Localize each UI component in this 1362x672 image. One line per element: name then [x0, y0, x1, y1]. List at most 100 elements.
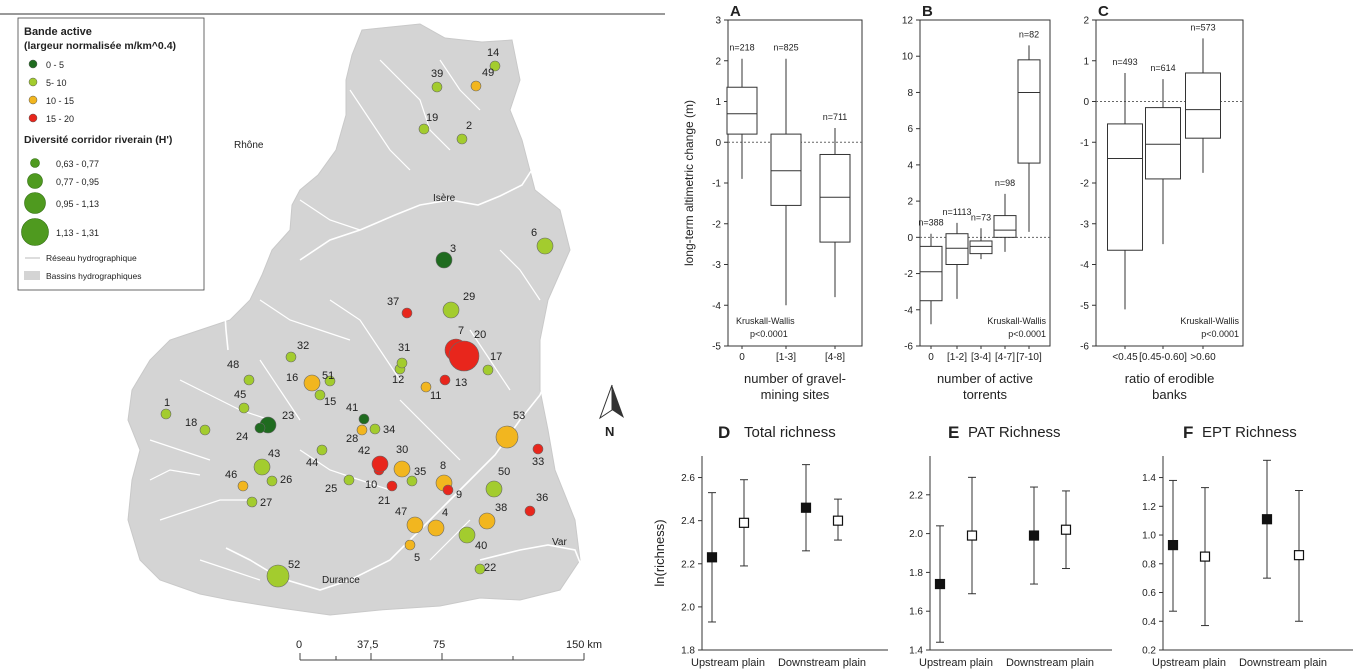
site-label: 32 [297, 340, 309, 352]
box-panel-A: A -5 -4 -3 -2 -1 0 1 2 3 n=218 0 n=825 [1-3] n=711 [4-8… [682, 3, 863, 402]
y-tick-label: -3 [712, 260, 721, 271]
site-label: 27 [260, 497, 272, 509]
y-tick-label: 1.8 [909, 568, 923, 579]
site-marker [371, 455, 389, 473]
site-label: 10 [365, 479, 377, 491]
site-label: 47 [395, 506, 407, 518]
site-label: 36 [536, 492, 548, 504]
y-tick-label: 1.6 [909, 607, 923, 618]
river-label-rhone: Rhône [234, 140, 264, 151]
x-category-label: Upstream plain [1152, 657, 1226, 669]
legend-size-items: 0,63 - 0,77 0,77 - 0,95 0,95 - 1,13 1,13 - … [21, 158, 99, 246]
y-tick-label: 0.4 [1142, 617, 1156, 628]
site-marker [431, 81, 443, 93]
mean-marker-filled [1261, 514, 1273, 525]
site-marker [401, 307, 413, 319]
site-label: 50 [498, 466, 510, 478]
site-label: 31 [398, 342, 410, 354]
interval-panel-E: E PAT Richness 1.4 1.6 1.8 2.0 2.2 Upstream pla… [909, 423, 1112, 669]
n-label: n=573 [1190, 22, 1215, 32]
site-marker [536, 237, 554, 255]
site-label: 4 [442, 507, 448, 519]
x-category-label: [4-8] [825, 352, 845, 363]
x-category-label: Upstream plain [919, 657, 993, 669]
site-label: 40 [475, 540, 487, 552]
site-label: 45 [234, 389, 246, 401]
y-tick-label: 1 [715, 97, 721, 108]
n-label: n=73 [971, 212, 991, 222]
legend-size-circle [30, 158, 40, 168]
y-tick-label: 1.8 [681, 646, 695, 657]
n-label: n=614 [1150, 63, 1175, 73]
site-label: 52 [288, 559, 300, 571]
river-branch [349, 89, 411, 171]
site-marker [456, 133, 468, 145]
legend-title-1: Bande active [24, 26, 92, 38]
site-marker [485, 480, 503, 498]
isere-line [299, 164, 536, 261]
site-label: 34 [383, 424, 395, 436]
site-marker [343, 474, 355, 486]
box [945, 233, 969, 265]
x-axis-label-line: banks [1152, 387, 1187, 402]
x-category-label: <0.45 [1112, 352, 1138, 363]
site-marker [448, 340, 480, 372]
y-tick-label: 0 [715, 138, 721, 149]
y-tick-label: -1 [712, 179, 721, 190]
mean-marker-open [1199, 551, 1211, 562]
legend-color-dot [28, 77, 38, 87]
x-category-label: 0 [928, 352, 934, 363]
x-category-label: 0 [739, 352, 745, 363]
x-category-label: Downstream plain [1239, 657, 1327, 669]
river-branch [159, 499, 250, 521]
y-tick-label: -3 [1080, 219, 1089, 230]
y-axis-label: ln(richness) [652, 519, 667, 586]
site-label: 44 [306, 457, 318, 469]
panel-letter: E [948, 423, 959, 442]
site-label: 13 [455, 377, 467, 389]
river-branch [149, 439, 211, 461]
site-label: 41 [346, 402, 358, 414]
y-tick-label: 4 [907, 160, 913, 171]
site-label: 17 [490, 351, 502, 363]
y-tick-label: 2.2 [681, 559, 695, 570]
site-label: 3 [450, 243, 456, 255]
site-marker [435, 251, 453, 269]
x-category-label: Upstream plain [691, 657, 765, 669]
site-marker [427, 519, 445, 537]
site-label: 28 [346, 433, 358, 445]
box [1107, 123, 1143, 251]
x-category-label: [1-2] [947, 352, 967, 363]
scale-tick-75: 75 [433, 639, 445, 651]
y-tick-label: 0.8 [1142, 559, 1156, 570]
site-label: 48 [227, 359, 239, 371]
map-legend: Bande active (largeur normalisée m/km^0.… [17, 17, 205, 291]
site-marker [406, 475, 418, 487]
n-label: n=1113 [943, 207, 972, 217]
legend-title-2: (largeur normalisée m/km^0.4) [24, 40, 176, 52]
y-tick-label: -6 [1080, 342, 1089, 353]
site-marker [495, 425, 519, 449]
legend-basin-swatch [24, 271, 40, 280]
site-marker [386, 480, 398, 492]
scale-tick-37: 37,5 [357, 639, 378, 651]
site-label: 51 [322, 370, 334, 382]
site-label: 24 [236, 431, 248, 443]
site-label: 42 [358, 445, 370, 457]
y-tick-label: 2 [1083, 16, 1089, 27]
box [726, 86, 758, 135]
river-branch [399, 399, 461, 461]
x-axis-label-line: ratio of erodible [1125, 371, 1215, 386]
scale-tick-0: 0 [296, 639, 302, 651]
site-marker [470, 80, 482, 92]
y-tick-label: 2.4 [681, 516, 695, 527]
x-category-label: [3-4] [971, 352, 991, 363]
river-branch [379, 59, 451, 151]
panel-title: Total richness [744, 424, 836, 441]
site-marker [253, 458, 271, 476]
site-marker [406, 516, 424, 534]
site-label: 18 [185, 417, 197, 429]
north-arrow-left-icon [599, 384, 613, 420]
site-marker [489, 60, 501, 72]
legend-box [17, 17, 205, 291]
